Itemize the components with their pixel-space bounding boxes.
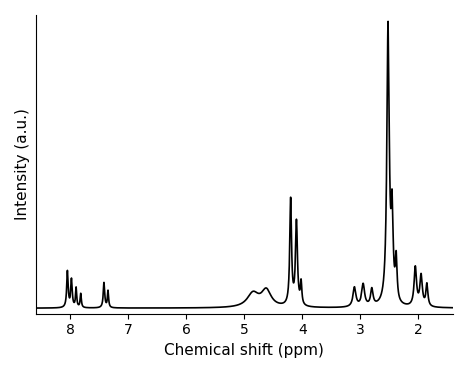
Y-axis label: Intensity (a.u.): Intensity (a.u.) [15, 109, 30, 220]
X-axis label: Chemical shift (ppm): Chemical shift (ppm) [164, 343, 324, 358]
